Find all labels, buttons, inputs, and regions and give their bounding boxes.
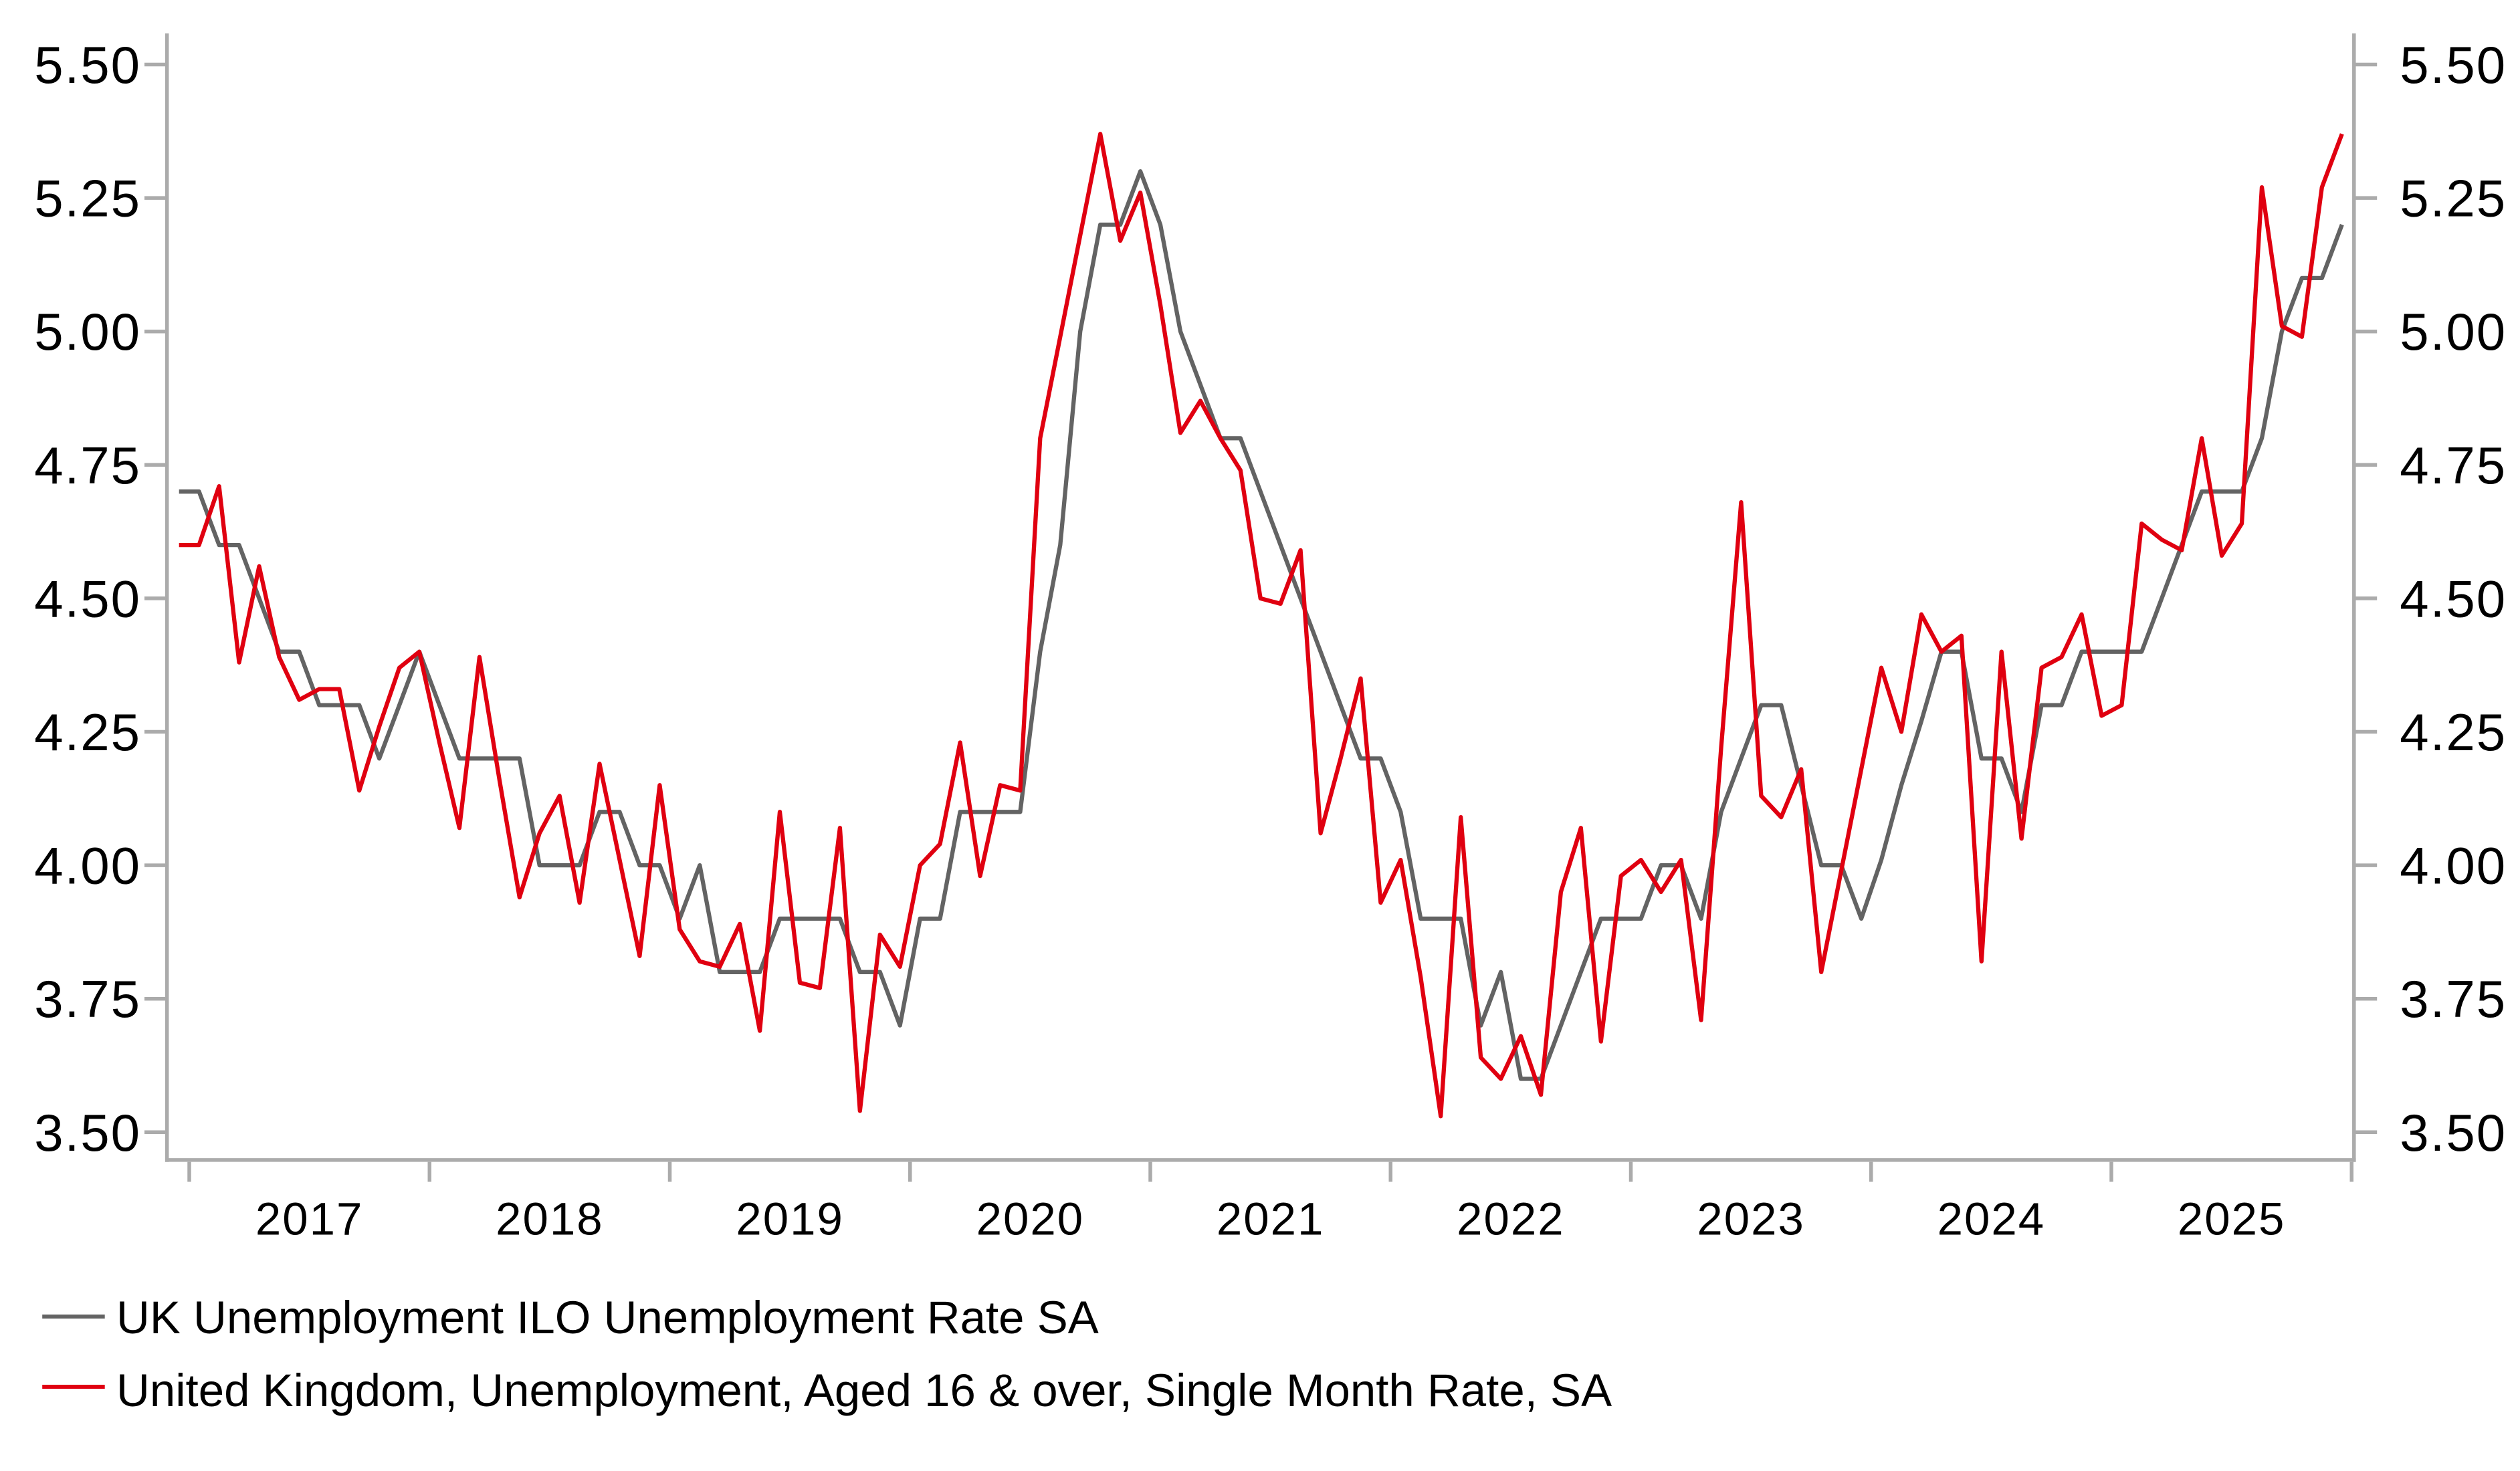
svg-text:2022: 2022 [1457,1193,1565,1244]
svg-text:5.00: 5.00 [34,302,141,361]
svg-text:5.50: 5.50 [2400,35,2507,94]
svg-text:4.75: 4.75 [2400,436,2507,495]
svg-text:5.25: 5.25 [34,169,141,228]
svg-text:5.25: 5.25 [2400,169,2507,228]
svg-text:2018: 2018 [496,1193,604,1244]
svg-text:4.25: 4.25 [2400,703,2507,762]
svg-text:4.75: 4.75 [34,436,141,495]
svg-text:2020: 2020 [976,1193,1085,1244]
svg-text:5.50: 5.50 [34,35,141,94]
svg-text:4.50: 4.50 [34,569,141,628]
svg-text:4.00: 4.00 [2400,836,2507,895]
svg-text:3.50: 3.50 [2400,1103,2507,1162]
svg-text:4.50: 4.50 [2400,569,2507,628]
svg-text:4.25: 4.25 [34,703,141,762]
svg-text:4.00: 4.00 [34,836,141,895]
svg-text:UK Unemployment ILO Unemployme: UK Unemployment ILO Unemployment Rate SA [116,1292,1099,1343]
svg-text:5.00: 5.00 [2400,302,2507,361]
svg-text:2021: 2021 [1217,1193,1325,1244]
svg-text:3.50: 3.50 [34,1103,141,1162]
svg-text:United Kingdom, Unemployment,: United Kingdom, Unemployment, Aged 16 & … [116,1365,1612,1416]
svg-text:2017: 2017 [255,1193,364,1244]
svg-text:2019: 2019 [736,1193,844,1244]
svg-text:2025: 2025 [2178,1193,2286,1244]
svg-text:3.75: 3.75 [34,970,141,1028]
svg-text:2024: 2024 [1937,1193,2046,1244]
svg-text:2023: 2023 [1697,1193,1805,1244]
svg-text:3.75: 3.75 [2400,970,2507,1028]
